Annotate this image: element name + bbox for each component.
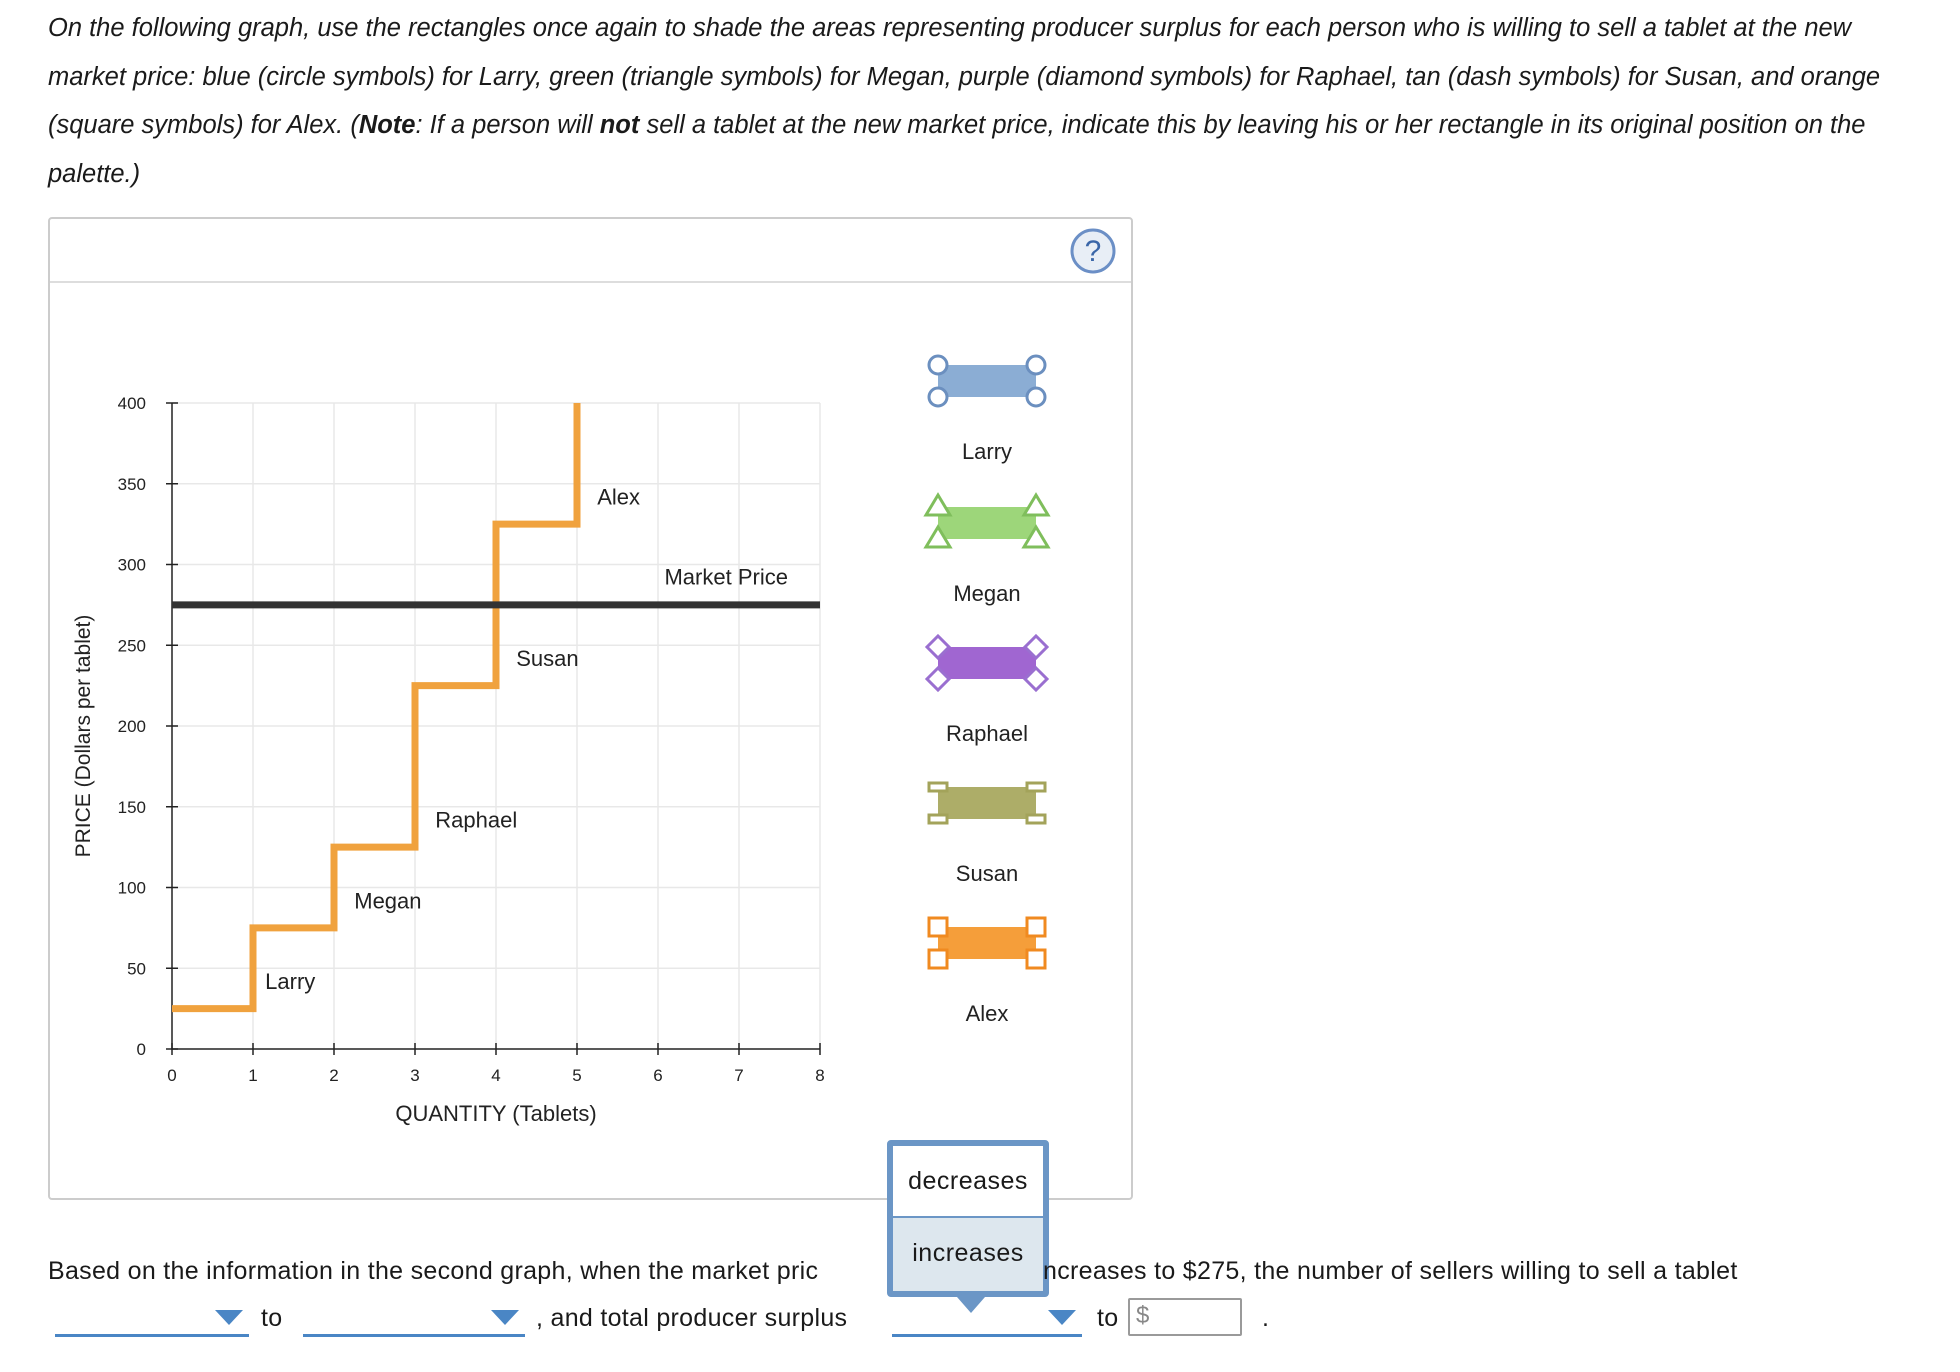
x-tick-label: 5: [572, 1066, 581, 1085]
palette-rect-fill: [938, 927, 1036, 959]
palette-rect-alex[interactable]: [927, 916, 1047, 970]
palette-rect-larry[interactable]: [927, 354, 1047, 408]
dropdown-popup[interactable]: decreases increases: [887, 1140, 1049, 1313]
palette-label-raphael: Raphael: [946, 721, 1028, 746]
palette-rect-megan[interactable]: [923, 492, 1051, 549]
seller-label-susan: Susan: [516, 646, 578, 671]
x-tick-label: 4: [491, 1066, 500, 1085]
instructions-part3: sell a tablet at the new market price, i…: [48, 111, 1866, 188]
y-tick-label: 100: [118, 879, 146, 898]
palette-label-larry: Larry: [962, 439, 1012, 464]
sentence-line1-start: Based on the information in the second g…: [48, 1257, 819, 1285]
corner-handle-square-icon[interactable]: [927, 916, 949, 938]
palette-rect-raphael[interactable]: [924, 633, 1050, 693]
instructions-part1: On the following graph, use the rectangl…: [48, 14, 1881, 139]
corner-handle-triangle-icon[interactable]: [1021, 492, 1051, 517]
palette-label-susan: Susan: [956, 861, 1018, 886]
period: .: [1262, 1304, 1270, 1332]
corner-handle-square-icon[interactable]: [1025, 916, 1047, 938]
y-tick-label: 150: [118, 798, 146, 817]
instructions-part2: : If a person will: [415, 111, 600, 139]
x-tick-label: 8: [815, 1066, 824, 1085]
x-tick-label: 0: [167, 1066, 176, 1085]
palette-rect-fill: [938, 365, 1036, 397]
corner-handle-circle-icon[interactable]: [927, 386, 949, 408]
x-axis-title: QUANTITY (Tablets): [395, 1101, 596, 1126]
chevron-down-icon: [215, 1310, 243, 1325]
x-tick-label: 3: [410, 1066, 419, 1085]
corner-handle-dash-icon[interactable]: [1025, 813, 1047, 825]
surplus-change-select[interactable]: [892, 1300, 1082, 1337]
dropdown-option-decreases[interactable]: decreases: [908, 1167, 1028, 1195]
palette-rect-fill: [938, 647, 1036, 679]
seller-label-larry: Larry: [265, 969, 315, 994]
corner-handle-dash-icon[interactable]: [927, 813, 949, 825]
corner-handle-dash-icon[interactable]: [927, 781, 949, 793]
note-label: Note: [358, 111, 416, 139]
to-label-2: to: [1097, 1304, 1119, 1332]
supply-curve: [172, 403, 581, 1013]
y-tick-label: 400: [118, 394, 146, 413]
palette-rect-fill: [938, 507, 1036, 539]
corner-handle-square-icon[interactable]: [927, 948, 949, 970]
corner-handle-circle-icon[interactable]: [927, 354, 949, 376]
chevron-down-icon: [1048, 1310, 1076, 1325]
corner-handle-circle-icon[interactable]: [1025, 354, 1047, 376]
corner-handle-circle-icon[interactable]: [1025, 386, 1047, 408]
help-icon[interactable]: ?: [1068, 226, 1118, 276]
popup-pointer: [957, 1297, 985, 1313]
panel-header: [50, 219, 1131, 283]
corner-handle-triangle-icon[interactable]: [1021, 524, 1051, 549]
surplus-amount-input[interactable]: [1128, 1298, 1242, 1336]
y-tick-label: 200: [118, 717, 146, 736]
palette-label-megan: Megan: [953, 581, 1020, 606]
corner-handle-diamond-icon[interactable]: [924, 633, 952, 661]
not-emphasis: not: [599, 111, 640, 139]
x-tick-label: 6: [653, 1066, 662, 1085]
corner-handle-diamond-icon[interactable]: [1022, 665, 1050, 693]
dropdown-option-increases[interactable]: increases: [893, 1216, 1043, 1291]
supply-chart: 0 1 2 3 4 5 6 7 8 0 50 100 150 200 250 300 350 400 QUANTIT…: [72, 354, 1051, 1126]
seller-label-alex: Alex: [597, 485, 640, 510]
corner-handle-triangle-icon[interactable]: [923, 524, 953, 549]
corner-handle-diamond-icon[interactable]: [1022, 633, 1050, 661]
y-tick-label: 300: [118, 556, 146, 575]
corner-handle-square-icon[interactable]: [1025, 948, 1047, 970]
chevron-down-icon: [491, 1310, 519, 1325]
to-label-1: to: [261, 1304, 283, 1332]
market-price-label: Market Price: [664, 565, 787, 590]
y-axis-title: PRICE (Dollars per tablet): [72, 615, 95, 858]
sellers-to-select[interactable]: [303, 1300, 525, 1337]
corner-handle-dash-icon[interactable]: [1025, 781, 1047, 793]
instructions-text: On the following graph, use the rectangl…: [48, 4, 1908, 198]
seller-label-raphael: Raphael: [435, 808, 517, 833]
y-tick-label: 0: [137, 1040, 146, 1059]
graph-panel: ? 0 1 2 3 4 5 6 7 8 0 50 100 150 200 250 300 350 400 QUANT…: [48, 217, 1133, 1200]
y-tick-label: 350: [118, 475, 146, 494]
y-tick-label: 250: [118, 636, 146, 655]
help-glyph: ?: [1085, 235, 1102, 268]
palette-rect-fill: [938, 787, 1036, 819]
corner-handle-diamond-icon[interactable]: [924, 665, 952, 693]
seller-label-megan: Megan: [354, 888, 421, 913]
sentence-line1-end: ncreases to $275, the number of sellers …: [1043, 1257, 1738, 1285]
x-tick-label: 2: [329, 1066, 338, 1085]
dollar-sign: $: [1136, 1302, 1150, 1329]
palette-label-alex: Alex: [966, 1001, 1009, 1026]
producer-surplus-text: , and total producer surplus: [536, 1304, 848, 1332]
x-tick-label: 1: [248, 1066, 257, 1085]
y-tick-label: 50: [127, 959, 146, 978]
corner-handle-triangle-icon[interactable]: [923, 492, 953, 517]
sellers-from-select[interactable]: [55, 1300, 249, 1337]
x-tick-label: 7: [734, 1066, 743, 1085]
palette-rect-susan[interactable]: [927, 781, 1047, 825]
